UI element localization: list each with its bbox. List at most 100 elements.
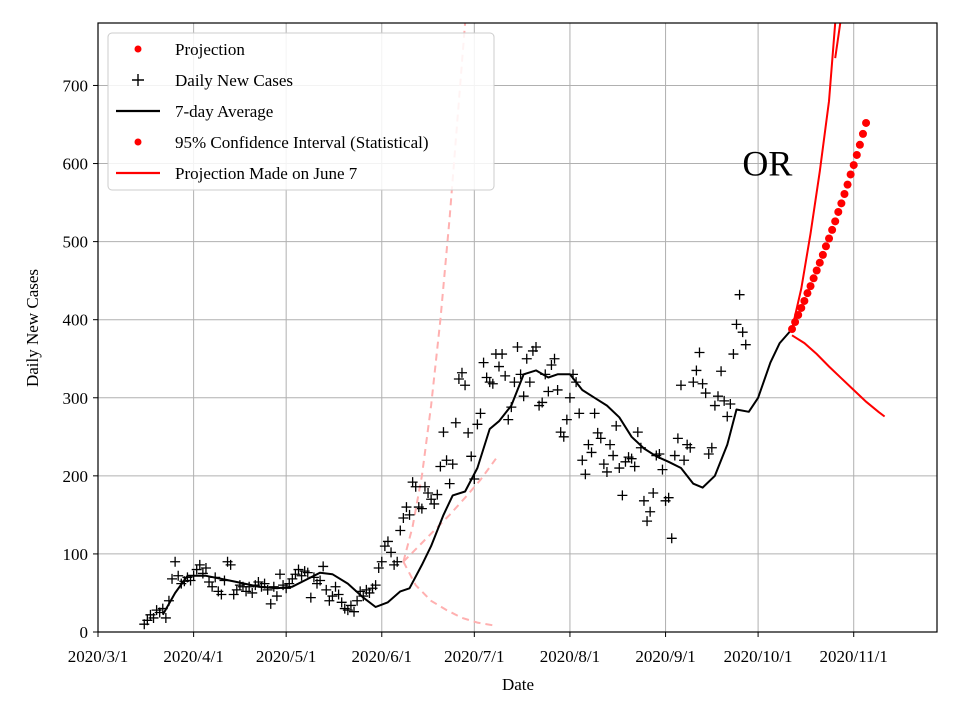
legend-label: 95% Confidence Interval (Statistical)	[175, 133, 429, 152]
y-tick-label: 600	[63, 155, 89, 174]
daily-case-point	[500, 370, 511, 381]
daily-case-point	[552, 384, 563, 395]
daily-case-point	[561, 414, 572, 425]
daily-case-point	[450, 417, 461, 428]
daily-case-point	[679, 455, 690, 466]
daily-case-point	[543, 386, 554, 397]
projection-point	[849, 161, 858, 170]
plot-area	[139, 23, 886, 630]
daily-case-point	[734, 289, 745, 300]
daily-case-point	[574, 408, 585, 419]
daily-case-point	[688, 377, 699, 388]
daily-case-point	[601, 466, 612, 477]
daily-case-point	[423, 488, 434, 499]
y-tick-label: 700	[63, 76, 89, 95]
june7-projection-central	[402, 458, 497, 563]
daily-case-point	[460, 380, 471, 391]
daily-case-point	[419, 481, 430, 492]
legend-label: Projection	[175, 40, 245, 59]
daily-case-point	[386, 547, 397, 558]
daily-case-point	[336, 597, 347, 608]
daily-case-point	[521, 353, 532, 364]
daily-case-point	[358, 591, 369, 602]
daily-case-point	[712, 391, 723, 402]
legend-label: 7-day Average	[175, 102, 273, 121]
daily-case-point	[605, 439, 616, 450]
daily-case-point	[315, 575, 326, 586]
daily-case-point	[268, 581, 279, 592]
x-tick-label: 2020/10/1	[724, 647, 793, 666]
daily-case-point	[305, 592, 316, 603]
daily-case-point	[438, 427, 449, 438]
daily-case-point	[638, 495, 649, 506]
y-tick-label: 400	[63, 311, 89, 330]
daily-case-point	[207, 581, 218, 592]
projection-point	[825, 234, 834, 243]
daily-case-point	[509, 377, 520, 388]
daily-case-point	[503, 414, 514, 425]
projection-point	[834, 207, 843, 216]
daily-case-point	[352, 595, 363, 606]
daily-case-point	[626, 453, 637, 464]
legend-label: Projection Made on June 7	[175, 164, 358, 183]
projection-point	[831, 217, 840, 226]
daily-case-point	[493, 361, 504, 372]
daily-case-point	[441, 455, 452, 466]
daily-case-point	[731, 319, 742, 330]
legend-marker-dot	[134, 138, 142, 146]
daily-case-point	[225, 559, 236, 570]
daily-case-point	[466, 451, 477, 462]
x-tick-label: 2020/6/1	[352, 647, 412, 666]
daily-case-point	[611, 420, 622, 431]
daily-case-point	[200, 562, 211, 573]
daily-case-point	[475, 408, 486, 419]
y-tick-label: 0	[80, 623, 89, 642]
plot-frame	[97, 22, 938, 633]
daily-case-point	[583, 439, 594, 450]
daily-case-point	[669, 450, 680, 461]
daily-case-point	[577, 455, 588, 466]
daily-case-point	[401, 502, 412, 513]
daily-case-point	[167, 573, 178, 584]
daily-case-point	[728, 349, 739, 360]
daily-case-point	[632, 427, 643, 438]
projection-point	[855, 140, 864, 149]
daily-case-point	[382, 536, 393, 547]
daily-case-point	[463, 427, 474, 438]
projection-point	[840, 189, 849, 198]
daily-case-point	[330, 581, 341, 592]
daily-case-point	[392, 556, 403, 567]
daily-case-point	[719, 395, 730, 406]
daily-case-point	[524, 377, 535, 388]
daily-case-point	[321, 584, 332, 595]
daily-case-point	[447, 459, 458, 470]
daily-case-point	[456, 367, 467, 378]
y-tick-label: 300	[63, 389, 89, 408]
daily-case-point	[703, 448, 714, 459]
daily-case-point	[589, 408, 600, 419]
projection-point	[794, 311, 803, 320]
daily-case-point	[302, 567, 313, 578]
daily-case-point	[435, 461, 446, 472]
daily-case-point	[694, 347, 705, 358]
projection-point	[803, 289, 812, 298]
daily-case-point	[546, 359, 557, 370]
daily-case-point	[691, 365, 702, 376]
daily-case-point	[453, 374, 464, 385]
daily-case-point	[549, 353, 560, 364]
daily-case-point	[716, 366, 727, 377]
legend-box	[107, 32, 495, 191]
daily-case-point	[349, 606, 360, 617]
y-axis-title: Daily New Cases	[23, 269, 42, 387]
daily-case-point	[608, 450, 619, 461]
daily-case-point	[722, 411, 733, 422]
daily-case-point	[247, 587, 258, 598]
daily-case-point	[725, 399, 736, 410]
projection-point	[788, 325, 797, 334]
x-tick-label: 2020/8/1	[540, 647, 600, 666]
june7-projection-lower	[402, 561, 497, 627]
daily-case-point	[685, 442, 696, 453]
daily-case-point	[642, 516, 653, 527]
